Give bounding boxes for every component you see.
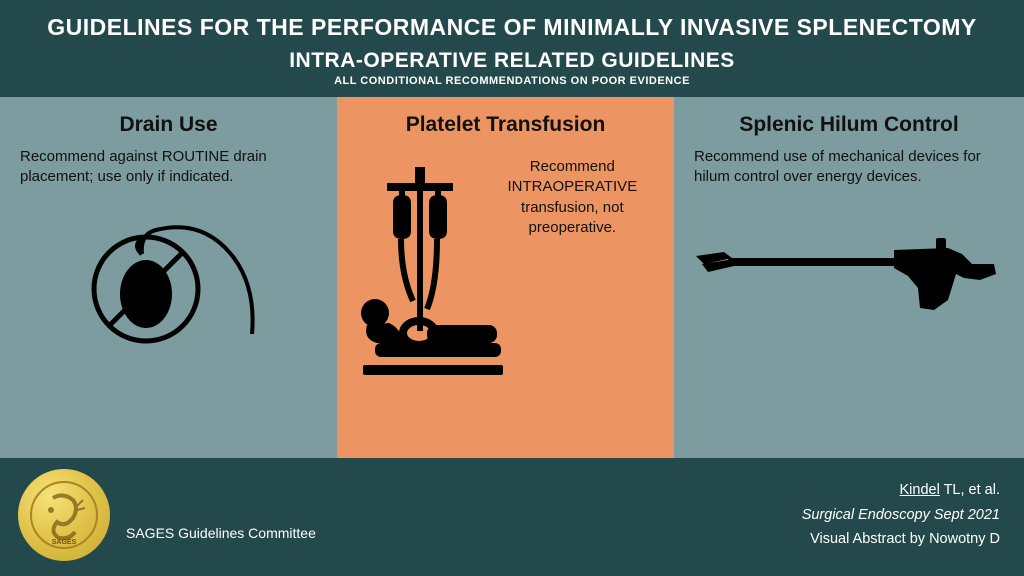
panel-title: Drain Use	[20, 113, 317, 137]
subtitle: INTRA-OPERATIVE RELATED GUIDELINES	[20, 49, 1004, 73]
infographic-container: GUIDELINES FOR THE PERFORMANCE OF MINIMA…	[0, 0, 1024, 576]
citation-author: Kindel TL, et al.	[802, 478, 1000, 503]
footer-right: Kindel TL, et al. Surgical Endoscopy Sep…	[802, 478, 1000, 552]
panel-desc: Recommend INTRAOPERATIVE transfusion, no…	[491, 157, 654, 238]
footer: SAGES SAGES Guidelines Committee Kindel …	[0, 458, 1024, 576]
panel-title: Platelet Transfusion	[357, 113, 654, 137]
footer-left: SAGES SAGES Guidelines Committee	[18, 469, 316, 561]
citation-journal: Surgical Endoscopy Sept 2021	[802, 503, 1000, 528]
stapler-icon	[694, 228, 1004, 318]
main-title: GUIDELINES FOR THE PERFORMANCE OF MINIMA…	[20, 14, 1004, 41]
panel-splenic-hilum: Splenic Hilum Control Recommend use of m…	[674, 97, 1024, 458]
abstract-credit: Visual Abstract by Nowotny D	[802, 527, 1000, 552]
transfusion-icon	[357, 165, 491, 390]
header: GUIDELINES FOR THE PERFORMANCE OF MINIMA…	[0, 0, 1024, 97]
evidence-note: ALL CONDITIONAL RECOMMENDATIONS ON POOR …	[20, 75, 1004, 87]
svg-text:SAGES: SAGES	[52, 539, 77, 546]
panel-title: Splenic Hilum Control	[694, 113, 1004, 137]
panels-row: Drain Use Recommend against ROUTINE drai…	[0, 97, 1024, 458]
drain-icon	[20, 194, 317, 364]
panel-desc: Recommend against ROUTINE drain placemen…	[20, 147, 317, 188]
panel-drain-use: Drain Use Recommend against ROUTINE drai…	[0, 97, 337, 458]
sages-seal-icon: SAGES	[18, 469, 110, 561]
panel-platelet-transfusion: Platelet Transfusion	[337, 97, 674, 458]
panel-desc: Recommend use of mechanical devices for …	[694, 147, 1004, 188]
committee-label: SAGES Guidelines Committee	[126, 525, 316, 541]
